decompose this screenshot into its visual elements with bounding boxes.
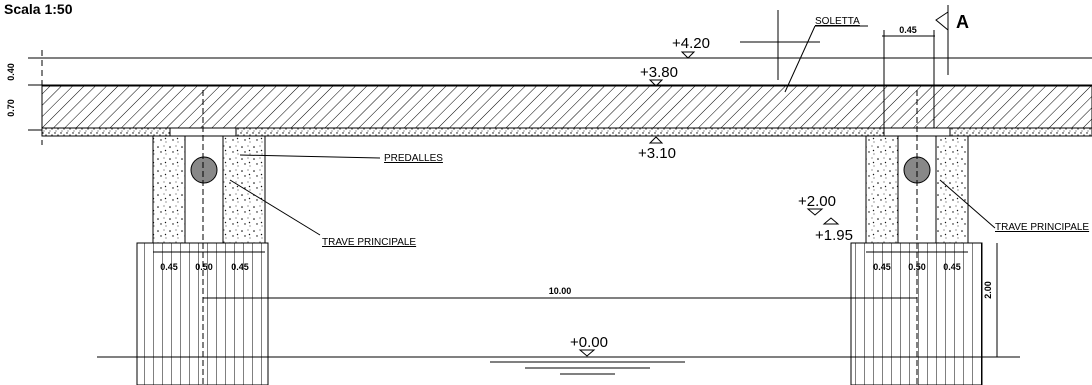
level: +2.00	[798, 193, 836, 210]
section-arrow	[936, 12, 948, 30]
dim-text: 0.45	[873, 262, 891, 272]
dim-text: 0.45	[943, 262, 961, 272]
scale-title: Scala 1:50	[4, 1, 73, 17]
level: +4.20	[672, 35, 710, 52]
drawing: Scala 1:50 0.40 0.70 A SOLETTA 0.45 +4.2…	[0, 0, 1092, 385]
dim-text: 0.50	[195, 262, 213, 272]
level: +1.95	[815, 227, 853, 244]
label: PREDALLES	[384, 153, 443, 164]
duct	[191, 157, 217, 183]
level: +3.80	[640, 64, 678, 81]
dim-text: 0.40	[6, 63, 16, 81]
dim-text: 0.45	[160, 262, 178, 272]
label: TRAVE PRINCIPALE	[995, 222, 1089, 233]
duct	[904, 157, 930, 183]
leader	[785, 26, 815, 92]
dim-text: 0.50	[908, 262, 926, 272]
beam-core	[185, 136, 223, 243]
label: TRAVE PRINCIPALE	[322, 237, 416, 248]
dim-text: 10.00	[549, 286, 572, 296]
level-marker	[682, 52, 694, 58]
level: +3.10	[638, 145, 676, 162]
level: +0.00	[570, 334, 608, 351]
level-marker	[650, 137, 662, 143]
dim-text: 2.00	[983, 281, 993, 299]
dim-text: 0.45	[899, 25, 917, 35]
dim-text: 0.70	[6, 99, 16, 117]
label: SOLETTA	[815, 16, 860, 27]
level-marker	[824, 218, 838, 224]
section-marker: A	[956, 12, 969, 32]
dim-text: 0.45	[231, 262, 249, 272]
